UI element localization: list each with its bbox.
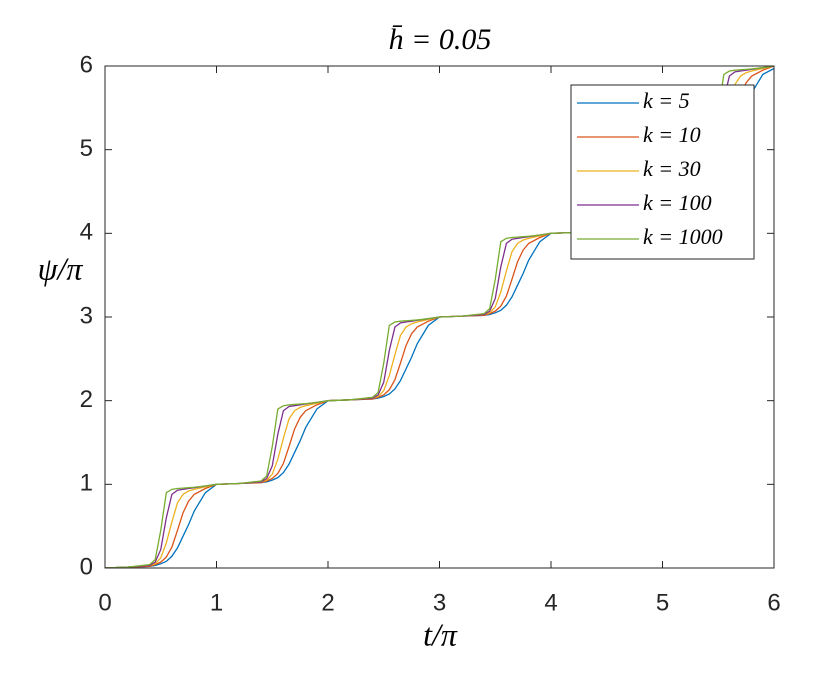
legend-label: k = 5 — [643, 88, 690, 113]
y-tick-label: 0 — [80, 553, 93, 580]
y-tick-label: 6 — [80, 51, 93, 78]
y-tick-label: 4 — [80, 219, 93, 246]
y-tick-label: 3 — [80, 302, 93, 329]
y-axis-label: ψ/π — [38, 250, 84, 286]
y-tick-label: 2 — [80, 386, 93, 413]
chart-title: h̄ = 0.05 — [389, 23, 492, 56]
legend-box — [570, 84, 755, 260]
x-tick-label: 5 — [656, 589, 669, 616]
x-tick-label: 3 — [433, 589, 446, 616]
x-axis-label: t/π — [423, 616, 458, 652]
x-tick-label: 6 — [767, 589, 780, 616]
legend-label: k = 30 — [643, 156, 701, 181]
legend-label: k = 10 — [643, 122, 701, 147]
y-tick-label: 1 — [80, 470, 93, 497]
legend-label: k = 100 — [643, 190, 712, 215]
x-tick-label: 2 — [321, 589, 334, 616]
x-tick-label: 4 — [544, 589, 557, 616]
x-tick-label: 0 — [98, 589, 111, 616]
x-tick-label: 1 — [210, 589, 223, 616]
plot-frame — [104, 65, 775, 569]
y-tick-label: 5 — [80, 135, 93, 162]
legend-label: k = 1000 — [643, 224, 723, 249]
